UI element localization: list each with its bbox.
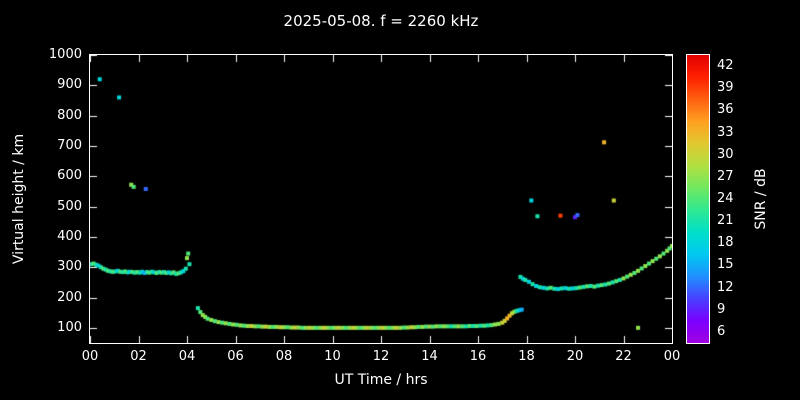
- y-tick-label: 200: [57, 289, 82, 305]
- x-tick-label: 02: [130, 349, 147, 364]
- colorbar-tick-label: 15: [717, 257, 734, 273]
- colorbar-tick-label: 33: [717, 124, 734, 140]
- y-tick-label: 900: [57, 77, 82, 93]
- y-tick-label: 800: [57, 107, 82, 123]
- x-tick-label: 10: [324, 349, 341, 364]
- y-tick-label: 300: [57, 259, 82, 275]
- x-tick-label: 04: [178, 349, 196, 364]
- colorbar-tick-label: 18: [717, 235, 734, 251]
- y-axis-label: Virtual height / km: [11, 133, 27, 265]
- colorbar-tick-label: 39: [717, 80, 734, 96]
- colorbar-tick-label: 12: [717, 279, 734, 295]
- x-tick-label: 20: [566, 349, 584, 364]
- plot-area: [89, 54, 673, 344]
- y-tick-label: 100: [57, 319, 82, 335]
- chart-title: 2025-05-08. f = 2260 kHz: [283, 12, 479, 30]
- colorbar-tick-label: 6: [717, 323, 726, 339]
- x-tick-label: 18: [518, 349, 535, 364]
- colorbar-tick-label: 36: [717, 102, 734, 118]
- x-tick-label: 16: [469, 349, 487, 364]
- y-tick-label: 700: [57, 137, 82, 153]
- colorbar-tick-label: 9: [717, 301, 726, 317]
- scatter-canvas: [90, 55, 672, 343]
- colorbar-tick-label: 24: [717, 191, 734, 206]
- y-tick-label: 400: [57, 228, 82, 244]
- y-tick-label: 1000: [48, 47, 82, 62]
- colorbar-tick-label: 30: [717, 146, 734, 162]
- x-tick-label: 08: [275, 349, 293, 364]
- x-axis-label: UT Time / hrs: [334, 372, 428, 388]
- colorbar-tick-label: 27: [717, 168, 734, 184]
- y-tick-label: 500: [57, 198, 82, 214]
- colorbar-tick-label: 42: [717, 58, 734, 74]
- x-tick-label: 22: [615, 349, 632, 364]
- x-tick-label: 06: [227, 349, 244, 364]
- colorbar-tick-label: 21: [717, 213, 734, 229]
- colorbar-label: SNR / dB: [753, 168, 769, 230]
- x-tick-label: 14: [421, 349, 438, 364]
- x-tick-label: 00: [663, 349, 681, 364]
- colorbar: [686, 54, 710, 344]
- x-tick-label: 00: [81, 349, 99, 364]
- y-tick-label: 600: [57, 168, 82, 184]
- x-tick-label: 12: [372, 349, 390, 364]
